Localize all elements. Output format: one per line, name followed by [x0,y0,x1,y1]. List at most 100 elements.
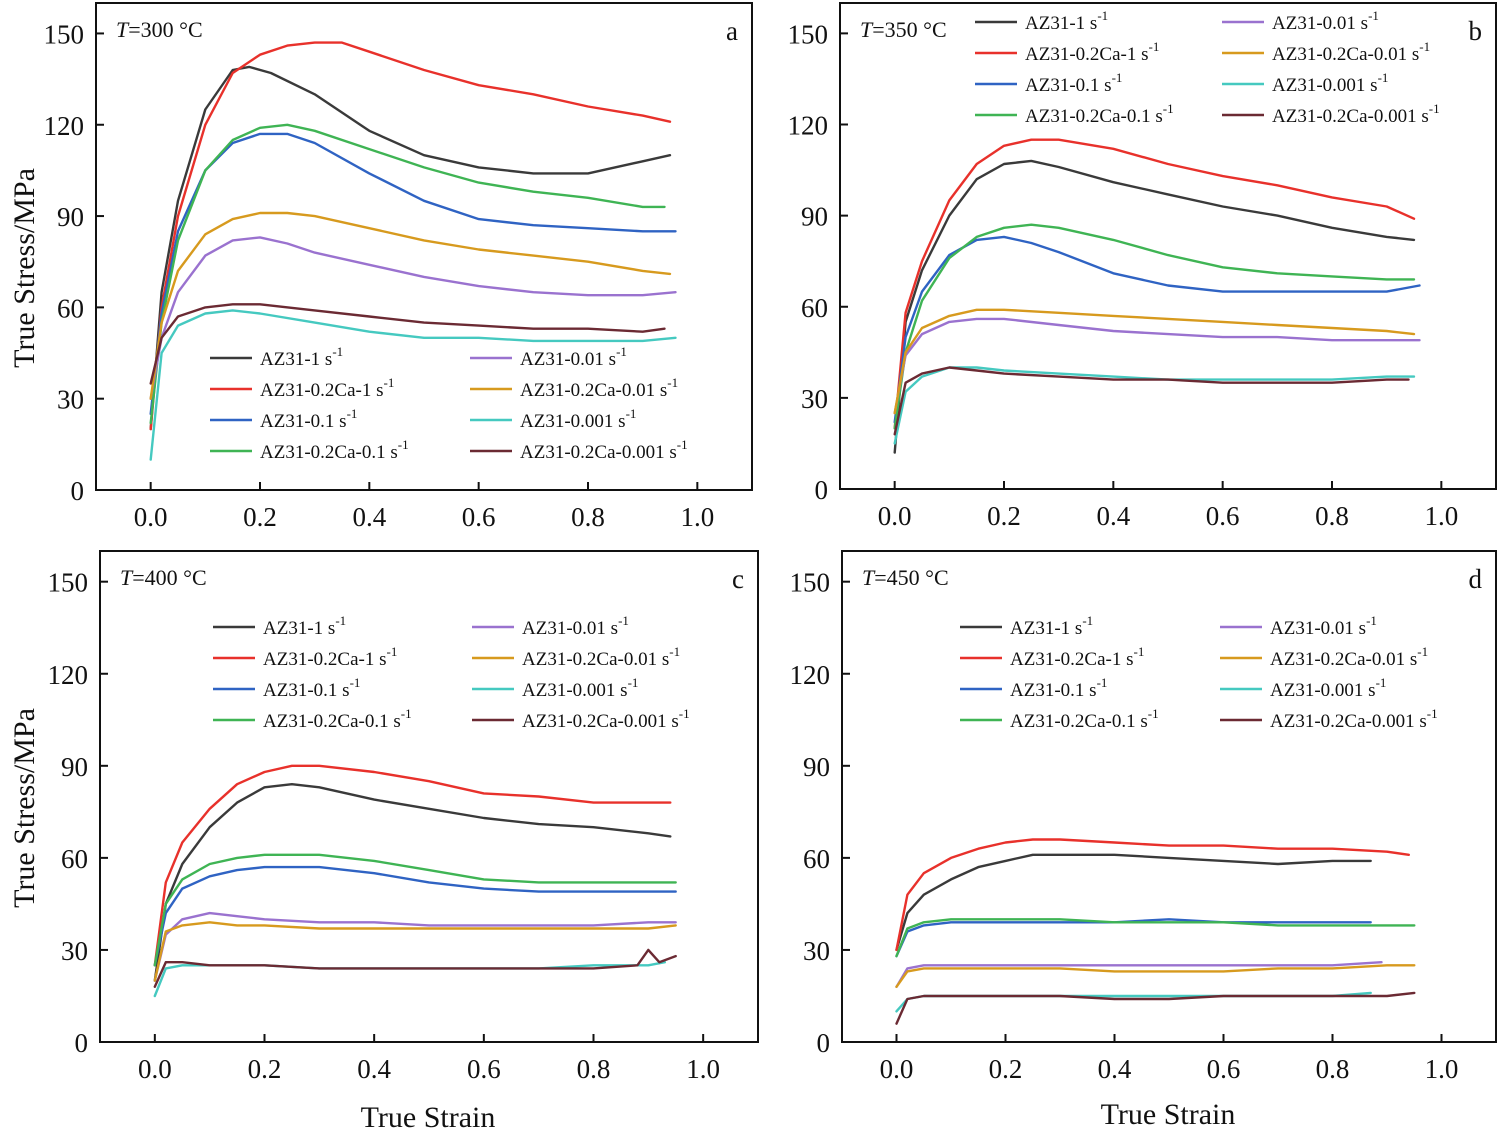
legend-label-sup: -1 [1429,101,1440,116]
legend-label: AZ31-0.2Ca-1 s-1 [1025,39,1159,65]
legend-label-main: AZ31-0.2Ca-1 s [263,649,386,670]
legend-label-main: AZ31-0.01 s [520,349,616,370]
temperature-label: T=450 °C [862,565,949,590]
x-tick-label: 0.4 [352,502,386,532]
series-line-7 [149,309,677,461]
x-tick-label: 0.6 [1206,501,1240,531]
legend-label-sup: -1 [1427,706,1438,721]
x-tick-label: 0.6 [462,502,496,532]
panel-b: 0.0 0.2 0.4 0.6 0.8 1.0 0 30 60 90 120 150 T=350 °C b… [788,2,1497,531]
temperature-value: =450 °C [874,565,948,590]
y-tick-label: 60 [57,293,84,323]
legend-label: AZ31-0.1 s-1 [1010,675,1107,701]
series-line-5 [893,317,1421,415]
legend-label: AZ31-0.2Ca-0.1 s-1 [260,437,409,463]
legend-label: AZ31-1 s-1 [1010,613,1093,639]
legend-label-main: AZ31-0.1 s [1025,75,1112,96]
legend-label: AZ31-0.2Ca-0.01 s-1 [522,644,680,670]
panel-d: 0.0 0.2 0.4 0.6 0.8 1.0 0 30 60 90 120 150 T=450 °C d… [790,550,1497,1084]
y-tick-label: 60 [61,844,88,874]
x-tick-label: 0.8 [1316,1054,1350,1084]
y-axis-title-top: True Stress/MPa [8,168,41,368]
legend-label: AZ31-0.2Ca-0.001 s-1 [1272,101,1440,127]
series-line-3 [893,235,1421,424]
series-line-5 [895,961,1383,988]
legend-label: AZ31-0.2Ca-1 s-1 [260,375,394,401]
legend-label: AZ31-0.2Ca-0.1 s-1 [1010,706,1159,732]
legend-label-main: AZ31-0.2Ca-0.001 s [1272,106,1429,127]
legend-label-main: AZ31-0.001 s [522,680,628,701]
plot-frame [839,2,1497,490]
legend-label-main: AZ31-0.2Ca-0.01 s [522,649,669,670]
y-tick-label: 0 [71,476,85,506]
legend-label-sup: -1 [335,613,346,628]
x-tick-label: 0.8 [571,502,605,532]
legend: AZ31-1 s-1 AZ31-0.2Ca-1 s -1 AZ31-0.1 s-1 AZ… [960,613,1438,732]
legend-label-main: AZ31-0.2Ca-0.01 s [1272,44,1419,65]
legend-label-main: AZ31-0.01 s [1272,13,1368,34]
x-tick-label: 0.6 [1207,1054,1241,1084]
y-tick-label: 30 [57,385,84,415]
series-line-4 [893,223,1416,430]
x-tick-label: 0.2 [989,1054,1023,1084]
legend-label-main: AZ31-1 s [260,349,332,370]
series-line-7 [893,366,1416,445]
y-tick-label: 120 [44,111,85,141]
series-line-1 [153,783,672,982]
y-tick-label: 120 [788,111,829,141]
legend-label-sup: -1 [383,375,394,390]
legend-label-sup: -1 [1097,8,1108,23]
temperature-symbol: T [120,565,134,590]
legend-label: AZ31-0.2Ca-0.001 s-1 [522,706,690,732]
x-tick-label: 1.0 [680,502,714,532]
temperature-symbol: T [862,565,876,590]
series-line-8 [893,366,1410,436]
y-tick-label: 150 [48,568,89,598]
series-line-8 [153,948,677,988]
legend-label: AZ31-0.001 s-1 [1272,70,1388,96]
legend-label-sup: -1 [669,644,680,659]
legend-label-main: AZ31-0.2Ca-0.01 s [520,380,667,401]
panel-letter: c [732,564,744,594]
legend-label-main: AZ31-0.2Ca-1 s [1010,649,1133,670]
legend-label-sup: -1 [347,406,358,421]
panel-letter: a [726,16,738,46]
legend-label-main: AZ31-0.001 s [520,411,626,432]
x-tick-label: 0.4 [1098,1054,1132,1084]
legend-label-main: AZ31-0.2Ca-0.001 s [522,711,679,732]
x-tick-label: 0.0 [138,1054,172,1084]
legend-label: AZ31-0.1 s-1 [263,675,360,701]
y-tick-label: 0 [817,1028,831,1058]
legend-label: AZ31-1 s-1 [263,613,346,639]
x-tick-label: 1.0 [1424,501,1458,531]
x-tick-label: 0.6 [467,1054,501,1084]
legend-label: AZ31-0.01 s-1 [1272,8,1379,34]
y-tick-label: 30 [801,384,828,414]
legend-label-sup: -1 [667,375,678,390]
legend-label-main: AZ31-0.01 s [522,618,618,639]
legend-label-sup: -1 [332,344,343,359]
series-line-6 [153,921,677,982]
y-tick-label: 120 [48,660,89,690]
legend-label: AZ31-1 s-1 [1025,8,1108,34]
legend-label-sup: -1 [679,706,690,721]
legend-label-main: AZ31-0.2Ca-0.001 s [1270,711,1427,732]
legend-label: AZ31-0.001 s-1 [520,406,636,432]
series-line-4 [149,123,666,425]
panel-letter: b [1469,16,1483,46]
y-tick-label: 30 [61,936,88,966]
legend-label-sup: -1 [628,675,639,690]
y-tick-label: 90 [801,202,828,232]
legend-label: AZ31-0.2Ca-0.1 s-1 [263,706,412,732]
legend-label-main: AZ31-0.001 s [1272,75,1378,96]
legend-label-sup: -1 [677,437,688,452]
series-line-4 [895,918,1416,958]
legend-label-sup: -1 [1376,675,1387,690]
panel-letter: d [1469,564,1483,594]
x-tick-label: 0.0 [880,1054,914,1084]
x-tick-label: 0.2 [248,1054,282,1084]
legend-label-main: AZ31-0.2Ca-0.1 s [260,442,398,463]
legend-label: AZ31-0.2Ca-0.1 s-1 [1025,101,1174,127]
